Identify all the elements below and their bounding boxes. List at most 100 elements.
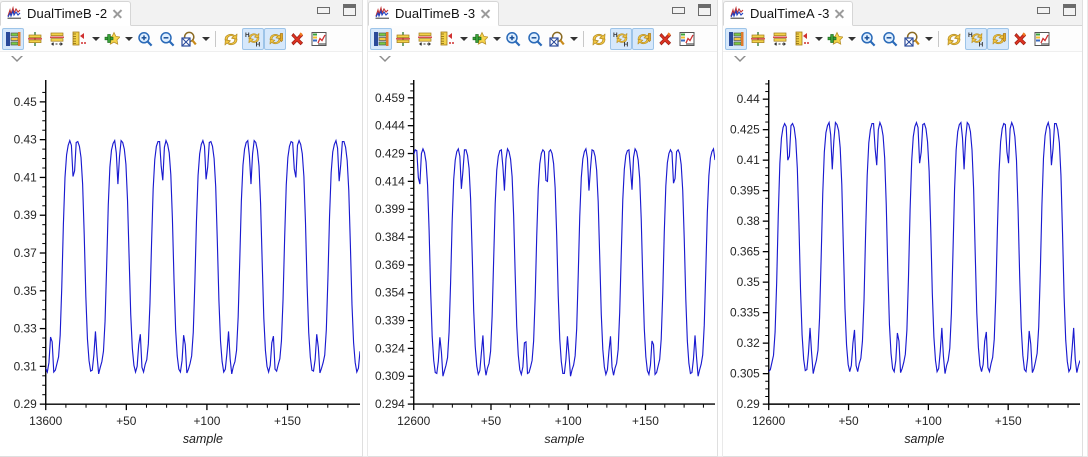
svg-text:0.339: 0.339	[375, 314, 405, 328]
undo-zoom-icon[interactable]	[588, 28, 610, 50]
svg-text:12600: 12600	[397, 414, 431, 428]
arrange-plots-icon[interactable]	[725, 27, 747, 50]
delete-all-icon[interactable]	[1009, 28, 1031, 50]
collapse-bar	[0, 52, 362, 70]
chevron-down-icon[interactable]	[923, 28, 934, 50]
add-marker-icon[interactable]	[824, 28, 846, 50]
collapse-bar	[723, 52, 1082, 70]
sync-vertical-icon[interactable]	[264, 27, 286, 50]
sync-vertical-icon[interactable]	[632, 27, 654, 50]
svg-text:0.45: 0.45	[14, 95, 38, 109]
ruler-measure-icon[interactable]	[791, 28, 813, 50]
chart-canvas: 0.459 0.444 0.429 0.414 0.399 0.384 0.369 0.354…	[375, 79, 716, 446]
zoom-in-icon[interactable]	[502, 28, 524, 50]
waveform-icon	[730, 5, 745, 22]
close-tab-icon[interactable]	[834, 8, 845, 19]
svg-text:+150: +150	[632, 414, 659, 428]
zoom-region-icon[interactable]	[546, 28, 568, 50]
close-tab-icon[interactable]	[112, 8, 123, 19]
close-tab-icon[interactable]	[480, 8, 491, 19]
svg-text:0.369: 0.369	[375, 258, 405, 272]
chevron-down-icon[interactable]	[458, 28, 469, 50]
chevron-down-icon[interactable]	[813, 28, 824, 50]
chevron-down-icon[interactable]	[734, 56, 746, 62]
zoom-out-icon[interactable]	[879, 28, 901, 50]
svg-text:0.384: 0.384	[375, 230, 405, 244]
window-controls	[317, 4, 356, 16]
maximize-button[interactable]	[698, 4, 711, 16]
toolbar-separator	[583, 30, 584, 47]
align-vertical-icon[interactable]	[24, 28, 46, 50]
svg-text:+150: +150	[274, 414, 301, 428]
svg-text:0.33: 0.33	[14, 322, 38, 336]
svg-text:0.39: 0.39	[14, 208, 38, 222]
svg-text:0.43: 0.43	[14, 133, 38, 147]
chart-area[interactable]: 0.45 0.43 0.41 0.39 0.37 0.35 0.33 0.31 0.29 1360…	[0, 70, 362, 456]
ruler-measure-icon[interactable]	[68, 28, 90, 50]
plot-properties-icon[interactable]	[308, 28, 330, 50]
editor-tab[interactable]: DualTimeB -2	[0, 1, 132, 26]
svg-text:0.38: 0.38	[737, 214, 761, 228]
minimize-button[interactable]	[672, 6, 685, 14]
svg-text:0.429: 0.429	[375, 146, 405, 160]
ruler-measure-icon[interactable]	[436, 28, 458, 50]
window-controls	[672, 4, 711, 16]
svg-text:+100: +100	[193, 414, 220, 428]
chart-area[interactable]: 0.459 0.444 0.429 0.414 0.399 0.384 0.369 0.354…	[368, 70, 717, 456]
arrange-plots-icon[interactable]	[2, 27, 24, 50]
zoom-region-icon[interactable]	[901, 28, 923, 50]
undo-zoom-icon[interactable]	[220, 28, 242, 50]
undo-zoom-icon[interactable]	[943, 28, 965, 50]
maximize-button[interactable]	[1063, 4, 1076, 16]
svg-text:0.32: 0.32	[737, 336, 761, 350]
editor-tab[interactable]: DualTimeA -3	[723, 1, 854, 26]
svg-text:0.29: 0.29	[14, 397, 38, 411]
chevron-down-icon[interactable]	[568, 28, 579, 50]
delete-all-icon[interactable]	[286, 28, 308, 50]
tab-bar: DualTimeB -2	[0, 0, 362, 26]
chevron-down-icon[interactable]	[846, 28, 857, 50]
zoom-out-icon[interactable]	[156, 28, 178, 50]
svg-text:0.459: 0.459	[375, 91, 405, 105]
align-vertical-icon[interactable]	[747, 28, 769, 50]
svg-text:0.294: 0.294	[375, 397, 405, 411]
delete-all-icon[interactable]	[654, 28, 676, 50]
zoom-in-icon[interactable]	[857, 28, 879, 50]
arrange-plots-icon[interactable]	[370, 27, 392, 50]
waveform-icon	[7, 5, 22, 22]
svg-text:H: H	[979, 41, 984, 46]
svg-text:0.35: 0.35	[737, 275, 761, 289]
zoom-out-icon[interactable]	[524, 28, 546, 50]
svg-text:+50: +50	[838, 414, 859, 428]
plot-properties-icon[interactable]	[1031, 28, 1053, 50]
svg-text:0.31: 0.31	[14, 359, 38, 373]
chevron-down-icon[interactable]	[379, 56, 391, 62]
add-marker-icon[interactable]	[101, 28, 123, 50]
tab-title: DualTimeB -2	[27, 6, 108, 21]
zoom-in-icon[interactable]	[134, 28, 156, 50]
chevron-down-icon[interactable]	[123, 28, 134, 50]
minimize-button[interactable]	[317, 6, 330, 14]
editor-tab[interactable]: DualTimeB -3	[368, 1, 500, 26]
align-horizontal-icon[interactable]	[46, 28, 68, 50]
align-horizontal-icon[interactable]	[769, 28, 791, 50]
add-marker-icon[interactable]	[469, 28, 491, 50]
minimize-button[interactable]	[1037, 6, 1050, 14]
chart-area[interactable]: 0.44 0.425 0.41 0.395 0.38 0.365 0.35 0.335 0.32…	[723, 70, 1082, 456]
maximize-button[interactable]	[343, 4, 356, 16]
sync-vertical-icon[interactable]	[987, 27, 1009, 50]
chevron-down-icon[interactable]	[491, 28, 502, 50]
chevron-down-icon[interactable]	[90, 28, 101, 50]
chevron-down-icon[interactable]	[11, 56, 23, 62]
align-horizontal-icon[interactable]	[414, 28, 436, 50]
svg-text:+50: +50	[481, 414, 502, 428]
zoom-region-icon[interactable]	[178, 28, 200, 50]
align-vertical-icon[interactable]	[392, 28, 414, 50]
plot-properties-icon[interactable]	[676, 28, 698, 50]
chevron-down-icon[interactable]	[200, 28, 211, 50]
toolbar-separator	[215, 30, 216, 47]
